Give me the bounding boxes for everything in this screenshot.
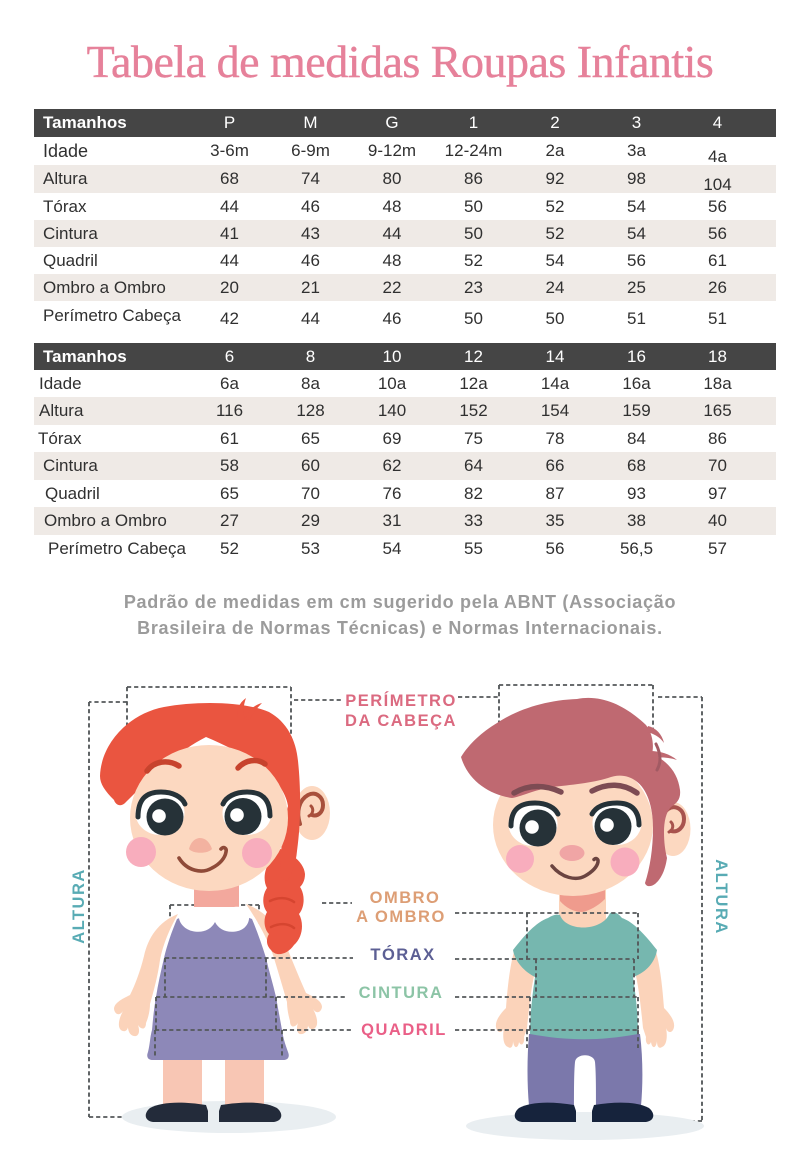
svg-text:ALTURA: ALTURA <box>70 868 88 944</box>
svg-text:CINTURA: CINTURA <box>359 984 444 1002</box>
svg-text:PERÍMETRO: PERÍMETRO <box>345 691 457 710</box>
svg-text:TÓRAX: TÓRAX <box>370 945 435 964</box>
svg-text:DA CABEÇA: DA CABEÇA <box>345 712 457 730</box>
svg-text:ALTURA: ALTURA <box>712 859 730 935</box>
svg-text:OMBRO: OMBRO <box>370 889 441 907</box>
svg-text:QUADRIL: QUADRIL <box>361 1021 447 1039</box>
svg-text:A OMBRO: A OMBRO <box>356 908 446 926</box>
